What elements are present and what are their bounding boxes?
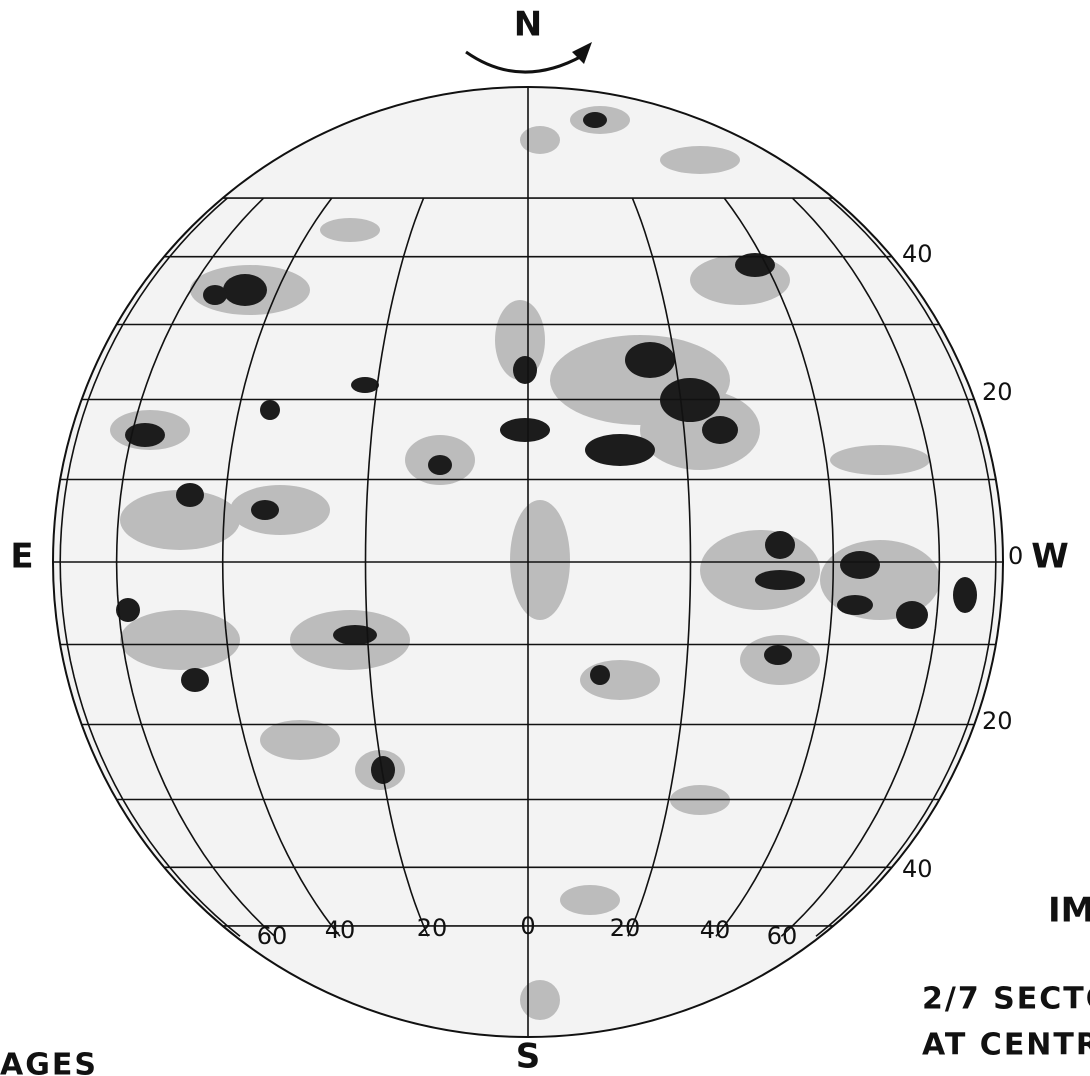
longitude-label: 40 [700, 916, 731, 944]
rotation-arrow [466, 52, 582, 72]
north-label: N [514, 5, 542, 45]
longitude-label: 0 [520, 912, 535, 940]
south-label: S [516, 1037, 541, 1076]
longitude-label: 60 [767, 922, 798, 950]
caption-line: 2/7 SECTO [922, 982, 1090, 1017]
longitude-label: 60 [257, 922, 288, 950]
longitude-label: 20 [417, 914, 448, 942]
west-label: W [1031, 537, 1069, 577]
latitude-label: 0 [1008, 542, 1023, 570]
title-fragment: IM [1048, 891, 1090, 931]
page: {"labels": {"north": "N", "south": "S", … [0, 0, 1090, 1076]
corner-fragment: AGES [0, 1048, 98, 1076]
latitude-label: 20 [982, 707, 1013, 735]
longitude-label: 20 [610, 914, 641, 942]
solar-map: N S E W 40 20 0 20 40 60 40 20 0 20 40 6… [0, 0, 1090, 1076]
latitude-label: 40 [902, 855, 933, 883]
latitude-label: 40 [902, 240, 933, 268]
east-label: E [10, 537, 33, 577]
longitude-label: 40 [325, 916, 356, 944]
latitude-label: 20 [982, 378, 1013, 406]
